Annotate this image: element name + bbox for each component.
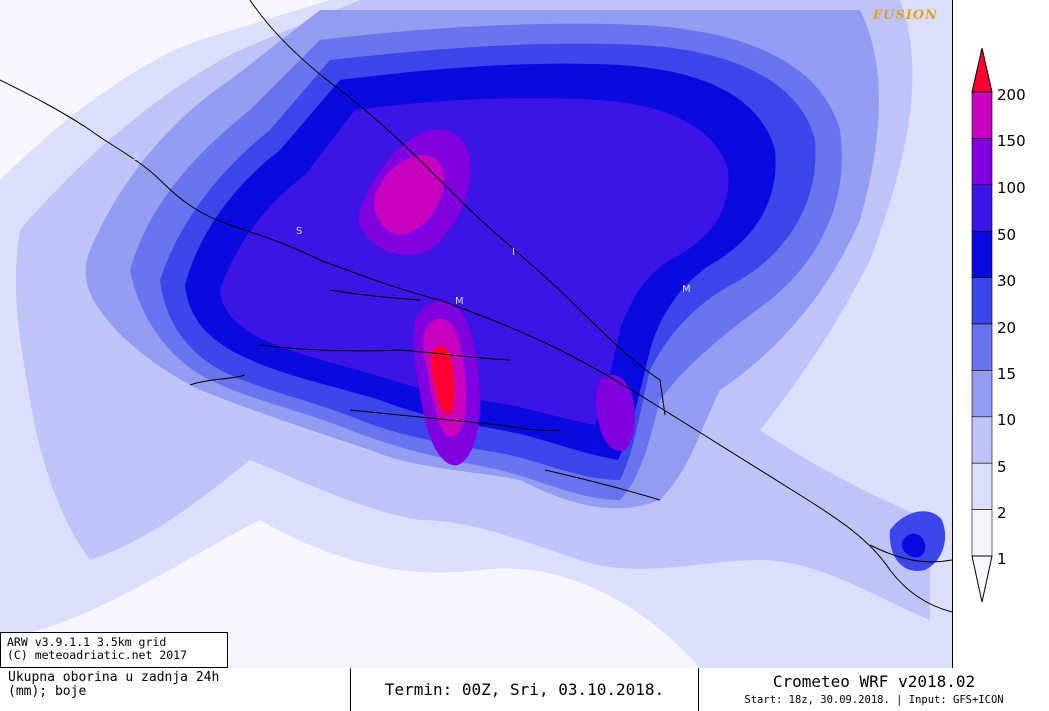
legend-label-15: 15 <box>997 365 1017 383</box>
description-line-2: (mm); boje <box>8 684 87 699</box>
legend-label-200: 200 <box>997 86 1026 104</box>
legend-band-100 <box>971 138 993 186</box>
footer-description: Ukupna oborina u zadnja 24h (mm); boje <box>0 668 350 711</box>
legend-label-20: 20 <box>997 319 1017 337</box>
legend-band-50 <box>971 184 993 232</box>
precip-very-high <box>374 155 445 235</box>
legend-label-2: 2 <box>997 504 1007 522</box>
map-label-s1: S <box>133 152 140 163</box>
legend-band-2 <box>971 462 993 510</box>
precipitation-field <box>0 0 952 668</box>
legend-arrow-bottom <box>971 555 993 603</box>
model-grid-text: ARW v3.9.1.1 3.5km grid <box>7 635 167 649</box>
legend-label-10: 10 <box>997 411 1017 429</box>
coastlines <box>0 0 952 613</box>
legend-label-1: 1 <box>997 550 1007 568</box>
precip-heavy <box>431 345 455 415</box>
brand-logo: FUSION <box>872 8 938 23</box>
legend-label-100: 100 <box>997 179 1026 197</box>
model-version: Crometeo WRF v2018.02 <box>772 672 976 691</box>
precipitation-map: S S I M M FUSION <box>0 0 953 669</box>
legend-band-1 <box>971 509 993 557</box>
legend-band-10 <box>971 370 993 418</box>
color-legend: 200 150 100 50 30 20 15 10 5 2 1 <box>960 40 1049 620</box>
copyright-text: (C) meteoadriatic.net 2017 <box>7 648 188 662</box>
legend-band-15 <box>971 323 993 371</box>
description-line-1: Ukupna oborina u zadnja 24h <box>8 670 220 685</box>
map-label-m2: M <box>682 284 691 295</box>
legend-band-150 <box>971 91 993 139</box>
precip-high-3 <box>595 375 636 451</box>
legend-bar <box>971 47 993 603</box>
legend-band-5 <box>971 416 993 464</box>
legend-label-5: 5 <box>997 458 1007 476</box>
precip-mid-high <box>220 98 729 425</box>
legend-band-20 <box>971 277 993 325</box>
legend-arrow-top <box>971 47 993 93</box>
legend-label-50: 50 <box>997 226 1017 244</box>
map-label-m1: M <box>455 296 464 307</box>
model-version-cell: Crometeo WRF v2018.02 Start: 18z, 30.09.… <box>698 668 1049 711</box>
model-start-input: Start: 18z, 30.09.2018. | Input: GFS+ICO… <box>744 694 1004 706</box>
map-label-i: I <box>512 247 515 258</box>
footer-bar: Ukupna oborina u zadnja 24h (mm); boje T… <box>0 668 1049 711</box>
legend-label-150: 150 <box>997 132 1026 150</box>
map-label-s2: S <box>296 226 303 237</box>
legend-band-30 <box>971 230 993 278</box>
legend-label-30: 30 <box>997 272 1017 290</box>
forecast-term: Termin: 00Z, Sri, 03.10.2018. <box>350 668 698 711</box>
model-info-box: ARW v3.9.1.1 3.5km grid (C) meteoadriati… <box>0 632 228 668</box>
precip-se-core <box>901 533 926 558</box>
